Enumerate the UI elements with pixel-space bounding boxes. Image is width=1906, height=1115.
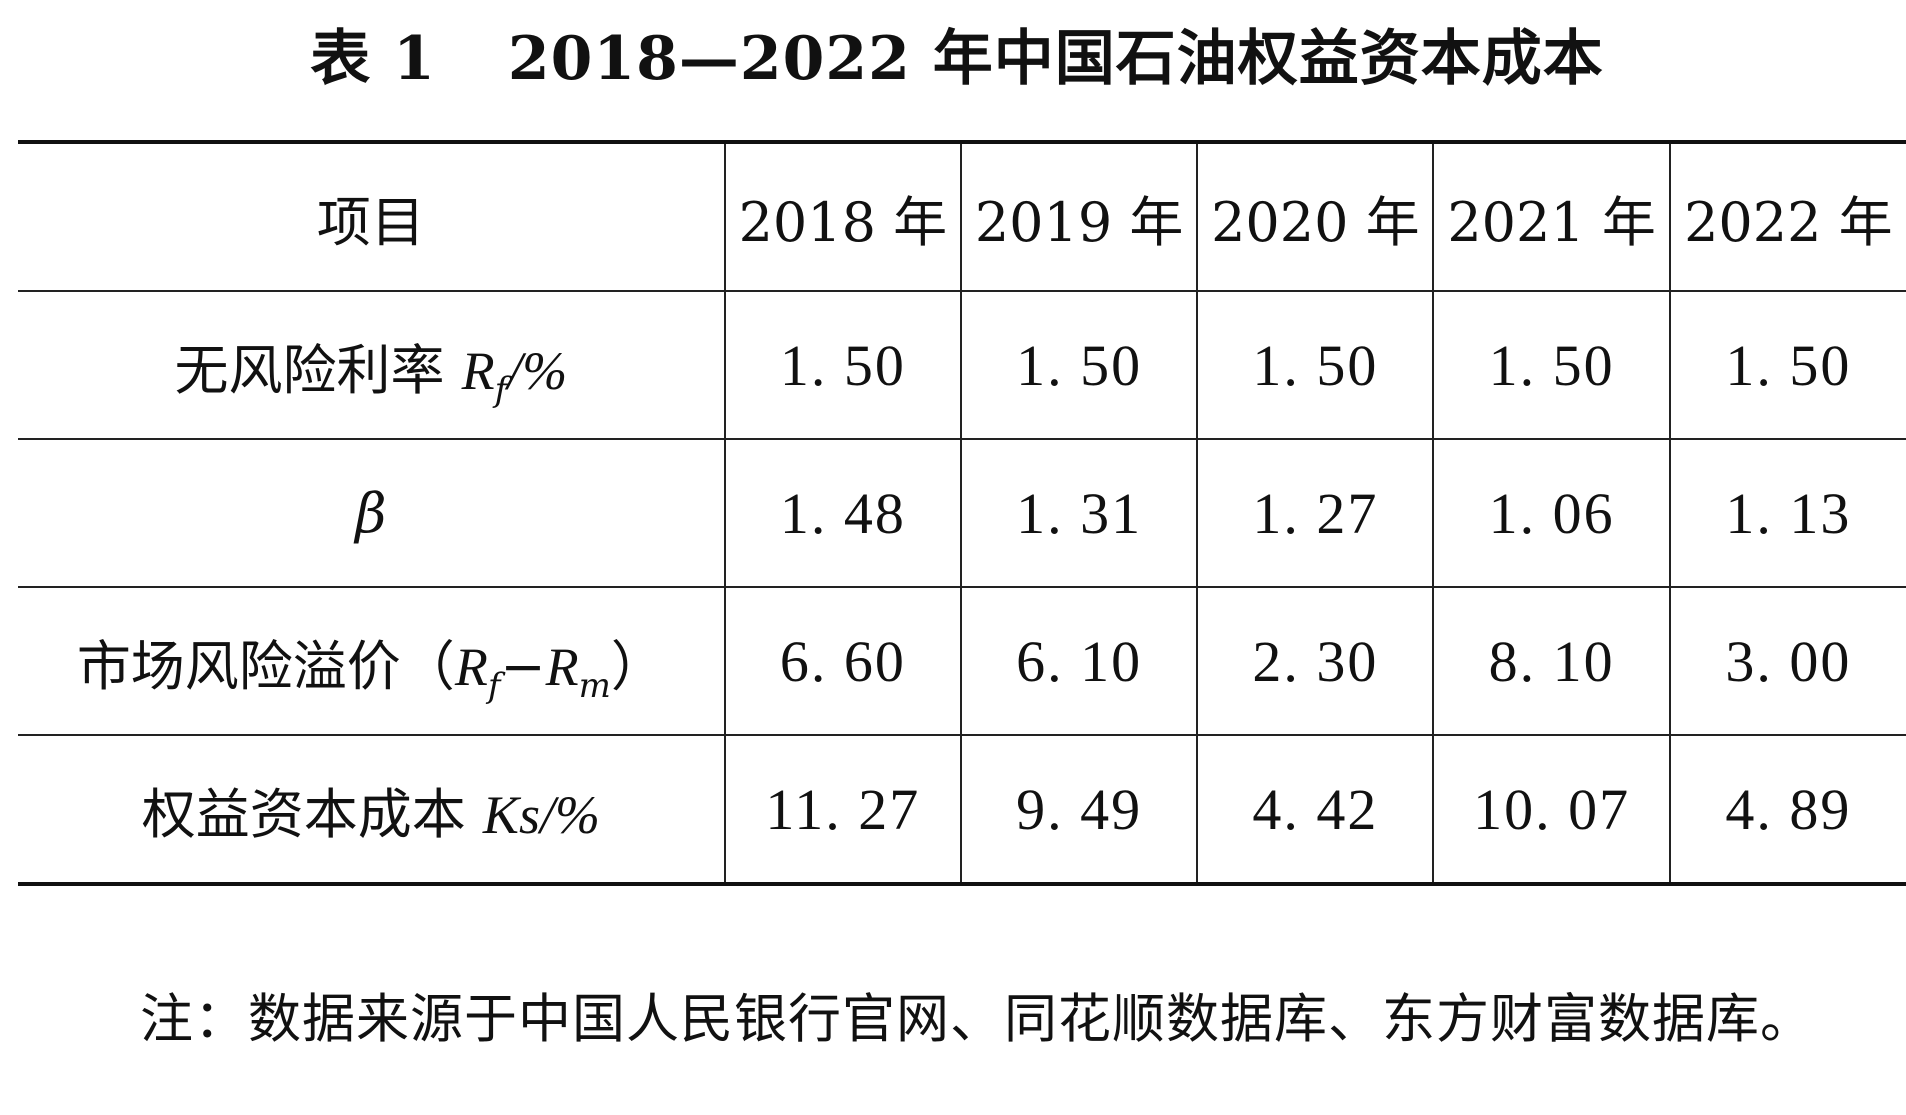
source-note: 注：数据来源于中国人民银行官网、同花顺数据库、东方财富数据库。 (140, 989, 1814, 1050)
row-label-risk-free-rate: 无风险利率 Rf/% (18, 290, 725, 439)
table-cell: 1. 50 (959, 290, 1198, 439)
table-cell: 1. 31 (959, 438, 1198, 587)
table-cell: 4. 42 (1196, 734, 1434, 884)
header-row: 项目 2018 年 2019 年 2020 年 2021 年 2022 年 (18, 142, 1906, 291)
table-caption: 2018—2022 年中国石油权益资本成本 (507, 24, 1604, 94)
header-year: 2019 年 (959, 142, 1198, 291)
header-item: 项目 (316, 190, 425, 254)
header-year: 2018 年 (723, 142, 961, 291)
table-cell: 1. 50 (723, 290, 961, 439)
row-label-market-risk-premium: 市场风险溢价（Rf−Rm） (18, 586, 725, 735)
table-cell: 6. 10 (959, 586, 1198, 735)
row-label-beta: β (18, 438, 725, 587)
table-cell: 1. 06 (1432, 438, 1670, 587)
table-cell: 1. 50 (1196, 290, 1434, 439)
header-year: 2020 年 (1196, 142, 1434, 291)
header-year: 2021 年 (1432, 142, 1670, 291)
table-title: 表 1 2018—2022 年中国石油权益资本成本 (0, 14, 1906, 104)
table-row-risk-free-rate: 无风险利率 Rf/% 1. 50 1. 50 1. 50 1. 50 1. 50 (18, 290, 1906, 439)
row-label-cost-of-equity: 权益资本成本 Ks/% (18, 734, 725, 884)
table-cell: 1. 13 (1668, 438, 1906, 587)
table-row-cost-of-equity: 权益资本成本 Ks/% 11. 27 9. 49 4. 42 10. 07 4.… (18, 734, 1906, 884)
table-cell: 11. 27 (723, 734, 961, 884)
header-year: 2022 年 (1668, 142, 1906, 291)
table-row-market-risk-premium: 市场风险溢价（Rf−Rm） 6. 60 6. 10 2. 30 8. 10 3.… (18, 586, 1906, 735)
table-cell: 3. 00 (1668, 586, 1906, 735)
table-cell: 1. 27 (1196, 438, 1434, 587)
table-cell: 1. 50 (1668, 290, 1906, 439)
table-cell: 2. 30 (1196, 586, 1434, 735)
table-cell: 1. 48 (723, 438, 961, 587)
table-cell: 9. 49 (959, 734, 1198, 884)
table-cell: 10. 07 (1432, 734, 1670, 884)
table-number: 表 1 (310, 24, 436, 94)
table-cell: 8. 10 (1432, 586, 1670, 735)
table-cell: 1. 50 (1432, 290, 1670, 439)
table-row-beta: β 1. 48 1. 31 1. 27 1. 06 1. 13 (18, 438, 1906, 587)
cost-of-equity-table: 项目 2018 年 2019 年 2020 年 2021 年 2022 年 无风… (18, 140, 1906, 886)
table-cell: 6. 60 (723, 586, 961, 735)
table-cell: 4. 89 (1668, 734, 1906, 884)
